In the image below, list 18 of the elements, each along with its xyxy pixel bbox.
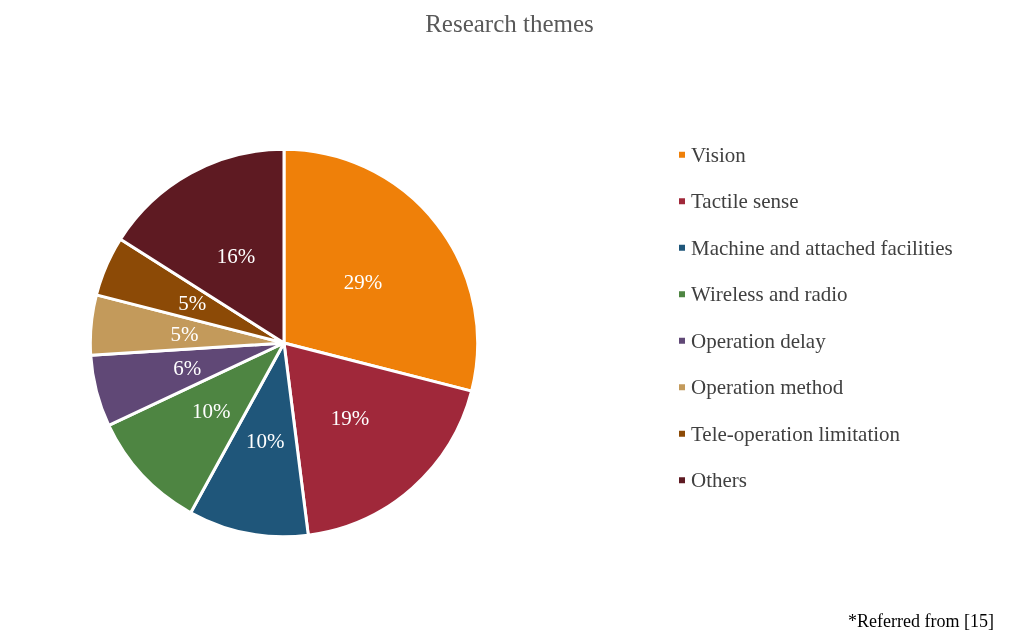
data-label: 16%	[216, 243, 256, 268]
data-label: 6%	[173, 355, 202, 380]
chart-title: Research themes	[425, 10, 594, 37]
legend-label: Wireless and radio	[691, 282, 848, 307]
data-label: 10%	[246, 429, 285, 454]
data-label: 5%	[170, 321, 199, 346]
data-label: 5%	[178, 291, 207, 316]
data-label: 10%	[191, 399, 231, 424]
legend-label: Others	[691, 468, 747, 493]
legend-label: Tactile sense	[691, 189, 799, 214]
legend-label: Operation delay	[691, 328, 827, 353]
data-label: 19%	[330, 405, 370, 430]
data-label: 29%	[343, 269, 383, 294]
text: *Referred from [15]	[848, 611, 994, 631]
legend-label: Operation method	[691, 375, 844, 400]
legend-label: Tele-operation limitation	[691, 421, 901, 446]
legend-label: Machine and attached facilities	[691, 235, 953, 260]
legend-label: Vision	[691, 142, 747, 167]
